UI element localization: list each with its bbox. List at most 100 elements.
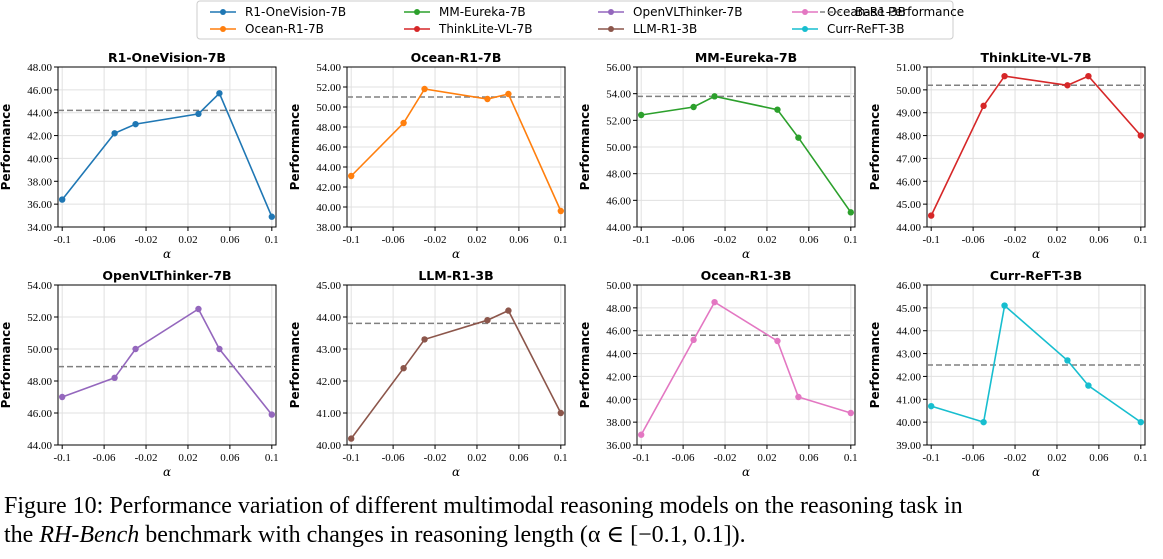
chart-panel: 44.00 46.00 48.00 50.00 52.00 54.00 56.00 -0.1 -… <box>578 50 858 261</box>
data-point <box>1085 72 1092 80</box>
data-point <box>400 365 407 372</box>
y-axis-label: Performance <box>288 104 302 191</box>
x-tick-label: -0.1 <box>342 234 359 246</box>
legend-marker <box>802 26 808 32</box>
data-point <box>980 102 987 110</box>
y-tick-label: 48.00 <box>896 131 921 143</box>
y-tick-label: 34.00 <box>27 222 52 234</box>
x-tick-label: 0.06 <box>1089 452 1109 464</box>
y-tick-label: 36.00 <box>27 199 52 211</box>
x-tick-label: 0.06 <box>799 234 819 246</box>
data-point <box>195 110 202 118</box>
y-tick-label: 45.00 <box>896 199 921 211</box>
x-axis-label: α <box>452 247 460 261</box>
y-tick-label: 42.00 <box>896 371 921 383</box>
x-tick-label: 0.1 <box>554 234 568 246</box>
x-axis-label: α <box>163 247 171 261</box>
data-point <box>216 345 223 353</box>
y-tick-label: 48.00 <box>606 169 631 181</box>
data-point <box>484 95 491 103</box>
plot-frame <box>57 66 277 228</box>
caption-benchmark-name: RH-Bench <box>39 522 140 548</box>
x-tick-label: -0.06 <box>382 234 405 246</box>
y-tick-label: 42.00 <box>27 131 52 143</box>
legend-entry: LLM-R1-3B <box>598 22 697 36</box>
y-tick-label: 50.00 <box>606 280 631 292</box>
legend-label: Ocean-R1-3B <box>827 5 906 19</box>
legend-marker <box>802 9 808 15</box>
series-line <box>350 88 562 212</box>
x-tick-label: -0.1 <box>342 452 359 464</box>
y-axis-label: Performance <box>0 104 13 191</box>
chart-title: LLM-R1-3B <box>418 268 493 283</box>
y-tick-label: 46.00 <box>27 85 52 97</box>
data-point <box>1085 382 1092 389</box>
data-point <box>58 196 66 203</box>
y-tick-label: 43.00 <box>896 349 921 361</box>
y-tick-label: 48.00 <box>316 122 341 134</box>
chart-panel: 34.00 36.00 38.00 40.00 42.00 44.00 46.00 48.00… <box>0 50 279 261</box>
data-point <box>711 93 718 100</box>
data-point <box>774 106 781 113</box>
data-point <box>637 111 645 119</box>
x-tick-label: -0.06 <box>672 452 695 464</box>
data-point <box>711 298 718 306</box>
y-tick-label: 44.00 <box>606 349 631 361</box>
legend-marker <box>414 26 420 32</box>
data-point <box>557 207 565 215</box>
y-tick-label: 48.00 <box>27 62 52 74</box>
x-tick-label: 0.06 <box>1089 234 1109 246</box>
x-tick-label: -0.1 <box>922 234 939 246</box>
x-tick-label: 0.06 <box>220 234 240 246</box>
y-tick-label: 52.00 <box>316 82 341 94</box>
x-tick-label: -0.1 <box>632 234 649 246</box>
y-tick-label: 44.00 <box>896 326 921 338</box>
series-line <box>640 300 852 436</box>
y-axis-label: Performance <box>0 322 13 409</box>
x-axis-label: α <box>742 465 750 479</box>
x-tick-label: 0.1 <box>1134 234 1148 246</box>
x-tick-label: -0.02 <box>135 234 158 246</box>
data-point <box>111 130 118 137</box>
legend-marker <box>220 26 226 32</box>
legend-marker <box>220 9 226 15</box>
data-point <box>132 345 139 353</box>
x-tick-label: -0.02 <box>424 234 447 246</box>
chart-title: Ocean-R1-7B <box>411 50 502 65</box>
x-tick-label: 0.02 <box>467 234 486 246</box>
y-tick-label: 42.00 <box>316 376 341 388</box>
x-tick-label: 0.02 <box>178 234 197 246</box>
legend-entry: Ocean-R1-3B <box>792 5 906 19</box>
legend-label: LLM-R1-3B <box>633 22 697 36</box>
y-tick-label: 44.00 <box>316 312 341 324</box>
y-tick-label: 40.00 <box>27 153 52 165</box>
legend-label: Curr-ReFT-3B <box>827 22 905 36</box>
y-tick-label: 52.00 <box>606 115 631 127</box>
y-tick-label: 48.00 <box>27 376 52 388</box>
data-point <box>1137 418 1145 426</box>
x-tick-label: -0.06 <box>93 452 116 464</box>
y-tick-label: 48.00 <box>606 303 631 315</box>
y-tick-label: 44.00 <box>606 222 631 234</box>
chart-panel: 36.00 38.00 40.00 42.00 44.00 46.00 48.00 50.00… <box>578 268 858 479</box>
y-tick-label: 47.00 <box>896 153 921 165</box>
plot-frame <box>636 284 856 446</box>
x-tick-label: 0.1 <box>265 234 279 246</box>
x-tick-label: -0.02 <box>1004 452 1027 464</box>
legend-marker <box>608 26 614 32</box>
y-tick-label: 49.00 <box>896 108 921 120</box>
x-tick-label: -0.02 <box>714 452 737 464</box>
y-tick-label: 46.00 <box>27 408 52 420</box>
data-point <box>484 317 491 324</box>
y-tick-label: 45.00 <box>896 303 921 315</box>
x-tick-label: -0.02 <box>424 452 447 464</box>
caption-line-2-post: benchmark with changes in reasoning leng… <box>139 522 746 548</box>
figure-caption: Figure 10: Performance variation of diff… <box>4 492 1154 550</box>
y-tick-label: 40.00 <box>316 440 341 452</box>
legend-marker <box>608 9 614 15</box>
legend-label: R1-OneVision-7B <box>245 5 346 19</box>
caption-line-2: the RH-Bench benchmark with changes in r… <box>4 521 1154 550</box>
y-tick-label: 51.00 <box>896 62 921 74</box>
x-axis-label: α <box>742 247 750 261</box>
legend-entry: Ocean-R1-7B <box>210 22 324 36</box>
